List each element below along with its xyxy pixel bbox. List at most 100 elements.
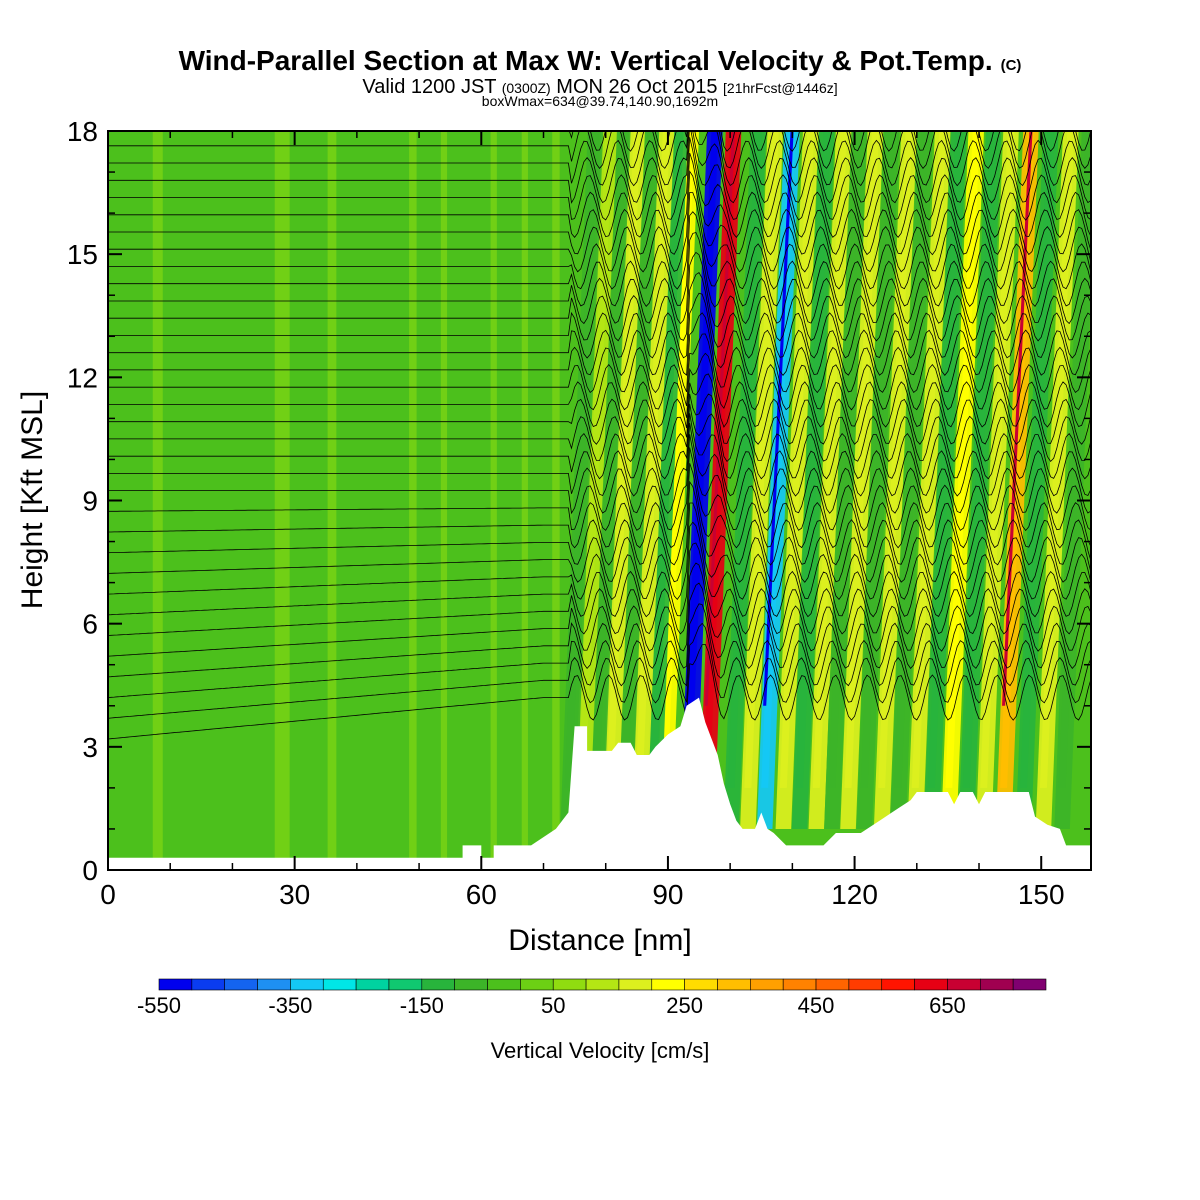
velocity-band-core [945,131,980,788]
theta-contour [108,413,1091,497]
colorbar-swatch [224,978,258,991]
colorbar-tick-label: 50 [541,993,565,1018]
velocity-band-weak [552,131,560,870]
velocity-band-core [894,131,929,788]
velocity-band-core [564,131,599,788]
velocity-band-weak [274,131,290,870]
chart-title-main: Wind-Parallel Section at Max W: Vertical… [179,45,993,76]
theta-contour [108,423,1091,515]
theta-contour [108,152,1091,256]
theta-contour [108,191,1091,290]
colorbar-swatch [881,978,915,991]
chart-subtitle-box: boxWmax=634@39.74,140.90,1692m [482,93,718,109]
colorbar: -550 -350 -150 50 250 450 650 [137,978,1047,1018]
theta-contour [108,622,1091,719]
colorbar-swatch [257,978,291,991]
colorbar-tick-label: 650 [929,993,966,1018]
velocity-band-core [606,131,641,788]
theta-contour [108,582,1091,678]
velocity-band-core [578,131,613,788]
theta-contour [108,333,1091,411]
velocity-band-core [1039,131,1075,788]
y-tick-label: 12 [67,362,98,393]
y-tick-label: 6 [82,609,98,640]
theta-contour [108,292,1091,376]
theta-contour [108,352,1091,428]
colorbar-swatch [782,978,817,991]
subtitle-date: MON 26 Oct 2015 [556,76,717,98]
theta-contour [108,211,1091,307]
colorbar-tick-label: -550 [137,993,181,1018]
theta-contour [108,393,1091,463]
velocity-band-core [878,131,913,788]
title-copyright-mark: (C) [1001,57,1022,74]
theta-contour [108,502,1091,601]
potential-temperature-contours [108,131,1091,740]
subtitle-valid: Valid 1200 JST [362,76,496,98]
colorbar-tick-label: -150 [400,993,444,1018]
velocity-band-core [828,131,863,788]
theta-contour [108,403,1091,480]
velocity-band-core [927,131,963,788]
velocity-band-core [962,131,998,788]
velocity-band-core [1058,131,1091,788]
y-tick-label: 0 [82,855,98,886]
theta-contour [108,251,1091,342]
subtitle-utc: (0300Z) [502,80,551,96]
velocity-band-weak [409,131,417,870]
velocity-band-weak [521,131,528,870]
colorbar-swatch [421,978,455,991]
colorbar-swatch [355,978,390,991]
chart-subtitle: Valid 1200 JST (0300Z) MON 26 Oct 2015 [… [362,76,837,98]
theta-contour [108,562,1091,657]
colorbar-swatch [651,978,685,991]
colorbar-swatch [191,978,226,991]
colorbar-swatch [979,978,1014,991]
velocity-band-weak [440,131,448,870]
theta-contour [108,131,1091,221]
colorbar-swatch [520,978,554,991]
subtitle-forecast: [21hrFcst@1446z] [723,80,838,96]
colorbar-swatch [914,978,948,991]
x-tick-label: 120 [831,879,878,910]
x-tick-label: 30 [279,879,310,910]
theta-contour [108,447,1091,549]
colorbar-swatch [158,978,193,991]
colorbar-swatch [717,978,751,991]
theta-contour [108,434,1091,532]
velocity-band-core [620,131,655,788]
axis-ticks: 0 30 60 90 120 150 0 3 6 9 12 15 18 [67,116,1091,910]
colorbar-swatch [684,978,718,991]
velocity-band-peak [704,131,736,706]
colorbar-tick-label: 250 [666,993,703,1018]
colorbar-swatch [322,978,357,991]
theta-contour [108,137,1091,238]
y-tick-label: 3 [82,732,98,763]
velocity-band-peak [1002,131,1033,706]
x-tick-label: 60 [466,879,497,910]
colorbar-swatch [290,978,324,991]
velocity-band-core [649,131,684,788]
colorbar-swatch [947,978,981,991]
velocity-band-weak [327,131,337,870]
theta-contour [108,312,1091,394]
colorbar-swatch [454,978,488,991]
velocity-band-peak [685,131,717,706]
colorbar-swatch [848,978,883,991]
theta-contour [108,542,1091,636]
velocity-band-weak [152,131,163,870]
velocity-band-core [911,131,947,788]
theta-contour [108,480,1091,583]
velocity-band-weak [490,131,497,870]
theta-contour [108,463,1091,566]
velocity-band-core [727,131,762,788]
theta-contour [108,521,1091,618]
y-tick-label: 9 [82,486,98,517]
theta-contour [108,373,1091,445]
colorbar-swatch [585,978,620,991]
colorbar-swatch [1012,978,1047,991]
y-axis-title: Height [Kft MSL] [16,391,49,609]
theta-contour [108,232,1091,325]
theta-contour [108,131,1091,187]
theta-contour [108,603,1091,698]
